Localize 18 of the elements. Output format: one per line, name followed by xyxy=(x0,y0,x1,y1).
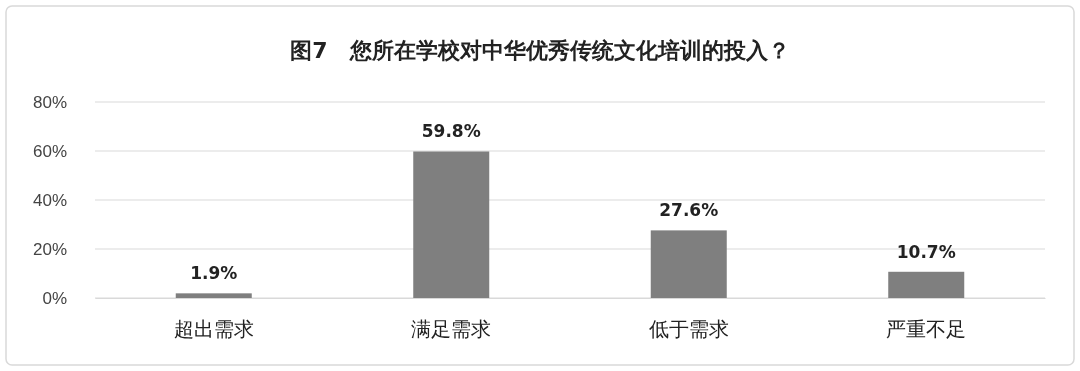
bar xyxy=(413,151,490,298)
x-tick-label: 严重不足 xyxy=(886,318,967,341)
y-tick-label: 0% xyxy=(42,288,67,308)
x-tick-label: 满足需求 xyxy=(411,318,492,341)
bar xyxy=(888,271,965,298)
x-tick-label: 低于需求 xyxy=(648,318,729,341)
y-tick-label: 80% xyxy=(32,92,67,112)
x-tick-label: 超出需求 xyxy=(173,318,254,341)
chart-title: 图7 您所在学校对中华优秀传统文化培训的投入？ xyxy=(290,38,790,63)
data-label: 59.8% xyxy=(421,121,481,142)
data-label: 27.6% xyxy=(659,200,719,221)
data-label: 10.7% xyxy=(896,241,956,262)
bar xyxy=(175,293,252,298)
y-tick-label: 40% xyxy=(32,190,67,210)
y-tick-label: 60% xyxy=(32,141,67,161)
y-tick-label: 20% xyxy=(32,239,67,259)
bar xyxy=(650,230,727,298)
data-label: 1.9% xyxy=(190,263,238,284)
